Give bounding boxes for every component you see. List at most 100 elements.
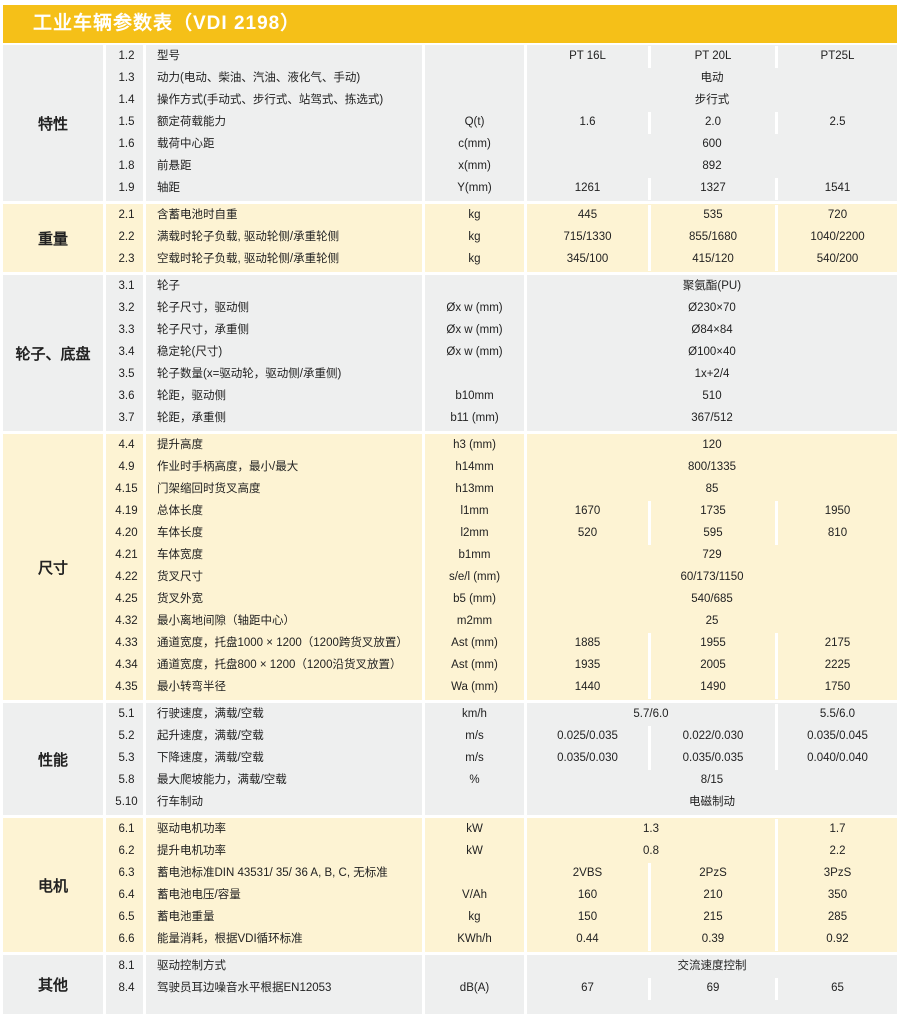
item-unit: Øx w (mm) [446, 346, 503, 358]
value-cell: 215 [648, 907, 775, 929]
value-cell: 0.040/0.040 [775, 748, 897, 770]
value-cell: 0.8 [643, 845, 659, 857]
item-number: 6.3 [118, 867, 135, 879]
item-unit: % [469, 774, 480, 786]
spec-table: 特性 1.2 1.3 1.4 1.5 1.6 1.8 1.9 型号 动力(电动、柴油、汽油、液化气… [3, 45, 897, 1017]
item-unit: h13mm [455, 483, 494, 495]
value-cell: 2005 [648, 655, 775, 677]
item-unit: l2mm [460, 527, 489, 539]
values-column: 5.7/6.0 5.5/6.0 0.025/0.035 0.022/0.030 0.03… [527, 703, 897, 815]
item-description: 最小离地间隙（轴距中心） [157, 615, 295, 627]
item-description: 轴距 [157, 182, 180, 194]
item-unit: h3 (mm) [453, 439, 496, 451]
value-cell: 3PzS [775, 863, 897, 885]
value-row: 345/100 415/120 540/200 [527, 249, 897, 271]
value-row: 0.035/0.030 0.035/0.035 0.040/0.040 [527, 748, 897, 770]
item-number: 1.2 [118, 50, 135, 62]
value-cell: 2175 [775, 633, 897, 655]
value-row: 510 [527, 386, 897, 408]
item-description: 蓄电池重量 [157, 911, 215, 923]
item-number: 3.2 [118, 302, 135, 314]
item-unit: Øx w (mm) [446, 302, 503, 314]
value-row: 892 [527, 156, 897, 178]
item-number: 1.6 [118, 138, 135, 150]
description-column: 驱动电机功率 提升电机功率 蓄电池标准DIN 43531/ 35/ 36 A, B,… [146, 818, 422, 952]
value-cell: 810 [775, 523, 897, 545]
value-cell: 595 [648, 523, 775, 545]
value-cell: PT25L [775, 46, 897, 68]
values-column: 1.3 1.7 0.8 2.2 2VBS 2PzS 3PzS 160 210 350 150 215 2… [527, 818, 897, 952]
value-cell: 69 [648, 978, 775, 1000]
value-cell: 540/200 [775, 249, 897, 271]
item-unit [425, 68, 524, 90]
item-unit: kg [468, 911, 481, 923]
item-description: 门架缩回时货叉高度 [157, 483, 261, 495]
value-cell: 285 [775, 907, 897, 929]
item-number-column: 5.1 5.2 5.3 5.8 5.10 [106, 703, 143, 815]
item-description: 轮距，驱动侧 [157, 390, 226, 402]
item-description: 能量消耗，根据VDI循环标准 [157, 933, 303, 945]
item-number: 1.5 [118, 116, 135, 128]
values-column: PT 16L PT 20L PT25L 电动 步行式 1.6 2.0 2.5 600 892 126… [527, 45, 897, 201]
item-unit: m/s [465, 730, 484, 742]
item-number: 1.4 [118, 94, 135, 106]
section-7: 其他 8.1 8.4 驱动控制方式 驾驶员耳边噪音水平根据EN12053 dB(A) 交流速… [3, 955, 897, 1014]
item-unit: b5 (mm) [453, 593, 496, 605]
item-unit: m/s [465, 752, 484, 764]
value-cell: 0.022/0.030 [648, 726, 775, 748]
item-unit: Q(t) [464, 116, 485, 128]
value-row: 1261 1327 1541 [527, 178, 897, 200]
item-description: 最大爬坡能力，满载/空载 [157, 774, 287, 786]
item-number: 1.8 [118, 160, 135, 172]
item-description: 蓄电池电压/容量 [157, 889, 241, 901]
item-number: 6.1 [118, 823, 135, 835]
value-cell: 1670 [574, 505, 601, 517]
value-row: 1935 2005 2225 [527, 655, 897, 677]
value-cell: PT 20L [648, 46, 775, 68]
item-number: 4.9 [118, 461, 135, 473]
item-number-column: 2.1 2.2 2.3 [106, 204, 143, 272]
value-cell: 445 [577, 209, 598, 221]
value-cell: 150 [577, 911, 598, 923]
value-row: 步行式 [527, 90, 897, 112]
item-unit [425, 364, 524, 386]
value-cell: PT 16L [569, 50, 606, 62]
section-2: 重量 2.1 2.2 2.3 含蓄电池时自重 满载时轮子负载, 驱动轮侧/承重轮侧 空载时轮… [3, 204, 897, 272]
item-number: 6.2 [118, 845, 135, 857]
description-column: 型号 动力(电动、柴油、汽油、液化气、手动) 操作方式(手动式、步行式、站驾式、拣选… [146, 45, 422, 201]
item-number: 4.15 [115, 483, 138, 495]
item-unit: b10mm [455, 390, 494, 402]
item-description: 货叉外宽 [157, 593, 203, 605]
value-cell: 510 [702, 390, 722, 402]
value-row: 电动 [527, 68, 897, 90]
value-row: 715/1330 855/1680 1040/2200 [527, 227, 897, 249]
section-group-label: 特性 [3, 45, 103, 201]
value-cell: 1261 [574, 182, 601, 194]
item-unit: b1mm [458, 549, 491, 561]
item-unit: l1mm [460, 505, 489, 517]
item-number: 1.9 [118, 182, 135, 194]
value-row: 聚氨酯(PU) [527, 276, 897, 298]
item-description: 驾驶员耳边噪音水平根据EN12053 [157, 982, 332, 994]
value-cell: 聚氨酯(PU) [682, 280, 742, 292]
item-number-column: 4.4 4.9 4.15 4.19 4.20 4.21 4.22 4.25 4.32 4.33 4.… [106, 434, 143, 700]
item-unit: dB(A) [459, 982, 490, 994]
value-cell: 0.025/0.035 [557, 730, 618, 742]
value-cell: 520 [577, 527, 598, 539]
value-cell: 0.035/0.035 [648, 748, 775, 770]
unit-column: h3 (mm) h14mm h13mm l1mm l2mm b1mm s/e/l (mm) b… [425, 434, 524, 700]
item-number-column: 3.1 3.2 3.3 3.4 3.5 3.6 3.7 [106, 275, 143, 431]
item-unit: kW [466, 823, 483, 835]
value-cell: 2.5 [775, 112, 897, 134]
value-cell: 720 [775, 205, 897, 227]
value-cell: 25 [705, 615, 719, 627]
item-unit: b11 (mm) [450, 412, 499, 424]
item-unit: x(mm) [458, 160, 491, 172]
value-cell: 67 [581, 982, 594, 994]
item-description: 提升电机功率 [157, 845, 226, 857]
value-cell: 1750 [775, 677, 897, 699]
value-row: 5.7/6.0 5.5/6.0 [527, 704, 897, 726]
value-cell: 0.39 [648, 929, 775, 951]
value-cell: 160 [577, 889, 598, 901]
item-unit: Ast (mm) [451, 659, 498, 671]
